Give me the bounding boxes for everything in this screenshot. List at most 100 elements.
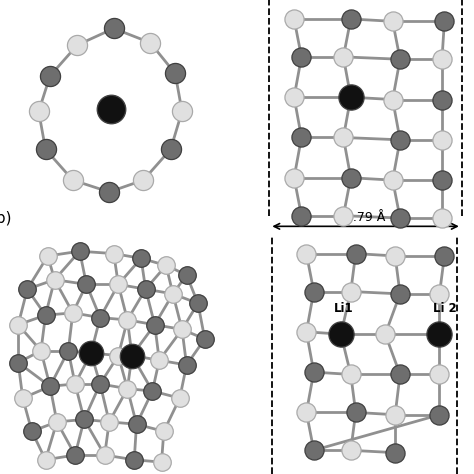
Point [110, 250, 118, 257]
Point [290, 174, 298, 182]
Point [124, 316, 131, 324]
Point [337, 330, 345, 338]
Point [438, 136, 446, 144]
Point [73, 41, 81, 49]
Point [347, 93, 355, 101]
Point [137, 255, 145, 262]
Point [42, 456, 49, 464]
Point [298, 134, 305, 141]
Point [82, 281, 90, 288]
Point [298, 212, 305, 219]
Point [133, 420, 140, 428]
Point [51, 276, 58, 283]
Point [347, 447, 355, 454]
Point [339, 134, 347, 141]
Point [87, 349, 95, 357]
Point [35, 108, 43, 115]
Text: 4.79 Å: 4.79 Å [346, 211, 386, 224]
Point [347, 174, 355, 182]
Point [396, 290, 404, 298]
Point [183, 361, 191, 369]
Point [108, 105, 115, 113]
Point [37, 347, 45, 355]
Point [81, 416, 88, 423]
Text: Li 2: Li 2 [433, 302, 456, 315]
Point [178, 108, 186, 115]
Point [53, 418, 61, 426]
Point [389, 18, 396, 25]
Point [436, 330, 443, 338]
Point [128, 352, 136, 359]
Point [438, 55, 446, 63]
Point [290, 93, 298, 101]
Point [436, 290, 443, 298]
Point [352, 409, 359, 416]
Point [146, 39, 154, 46]
Point [339, 212, 347, 219]
Point [302, 250, 310, 257]
Point [96, 380, 104, 388]
Point [396, 371, 404, 378]
Point [194, 300, 202, 307]
Point [169, 290, 177, 298]
Point [130, 456, 138, 464]
Point [339, 53, 347, 61]
Point [167, 146, 174, 153]
Point [183, 271, 191, 279]
Point [115, 281, 122, 288]
Point [42, 146, 49, 153]
Point [352, 250, 359, 257]
Point [14, 321, 22, 328]
Point [310, 288, 318, 295]
Point [64, 347, 72, 355]
Point [438, 176, 446, 184]
Point [290, 15, 298, 23]
Point [142, 285, 149, 293]
Point [96, 314, 104, 321]
Point [155, 356, 163, 364]
Point [46, 383, 54, 390]
Point [44, 252, 52, 260]
Point [124, 385, 131, 392]
Point [347, 288, 355, 295]
Point [392, 449, 399, 456]
Point [149, 387, 156, 395]
Point [162, 262, 170, 269]
Point [42, 311, 49, 319]
Point [438, 96, 446, 103]
Point [310, 368, 318, 376]
Point [389, 96, 396, 103]
Point [71, 451, 79, 459]
Point [69, 309, 77, 317]
Point [392, 411, 399, 419]
Point [302, 328, 310, 336]
Point [178, 326, 186, 333]
Point [69, 176, 77, 184]
Point [302, 409, 310, 416]
Point [389, 176, 396, 184]
Point [382, 330, 389, 338]
Point [158, 458, 165, 466]
Point [201, 335, 209, 343]
Text: Li1: Li1 [334, 302, 353, 315]
Point [101, 451, 109, 459]
Point [392, 252, 399, 260]
Point [14, 359, 22, 366]
Point [28, 428, 36, 435]
Point [105, 418, 113, 426]
Point [436, 371, 443, 378]
Point [110, 25, 118, 32]
Point [396, 214, 404, 222]
Point [436, 411, 443, 419]
Point [172, 70, 179, 77]
Point [151, 321, 158, 328]
Point [139, 176, 147, 184]
Point [160, 428, 168, 435]
Point [76, 247, 83, 255]
Point [396, 55, 404, 63]
Point [347, 371, 355, 378]
Point [396, 136, 404, 144]
Point [347, 15, 355, 23]
Point [441, 18, 448, 25]
Point [298, 53, 305, 61]
